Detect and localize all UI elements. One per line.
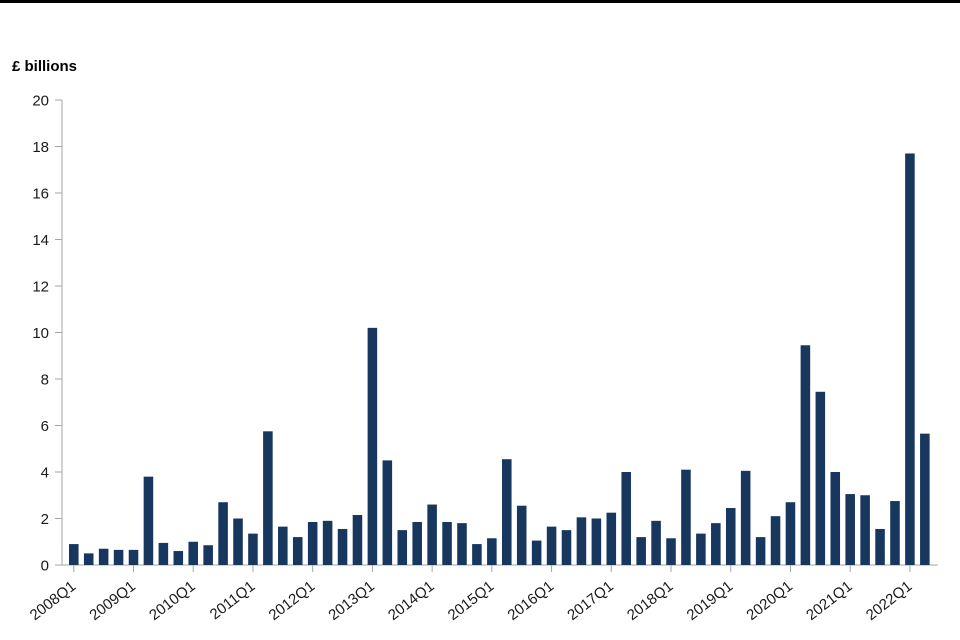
bar-2012Q1 xyxy=(307,521,318,565)
bar-2010Q2 xyxy=(203,545,213,565)
bar-2022Q1 xyxy=(905,153,915,565)
bar-2020Q2 xyxy=(800,345,811,565)
bar-2015Q3 xyxy=(516,505,527,565)
bar-2016Q2 xyxy=(561,530,572,565)
bar-2009Q3 xyxy=(158,542,169,565)
bar-2014Q2 xyxy=(442,521,452,565)
x-tick-label: 2010Q1 xyxy=(146,578,199,624)
x-tick-label: 2016Q1 xyxy=(504,578,557,624)
bar-2017Q4 xyxy=(651,520,661,565)
bar-2018Q4 xyxy=(711,523,721,565)
bar-2016Q1 xyxy=(546,526,557,565)
bar-2022Q2 xyxy=(920,433,930,565)
top-border xyxy=(0,0,960,3)
bar-2017Q3 xyxy=(636,537,646,565)
bar-2010Q4 xyxy=(233,518,243,565)
y-tick-label: 4 xyxy=(41,465,49,482)
bar-2012Q4 xyxy=(352,515,363,565)
x-tick-label: 2022Q1 xyxy=(863,578,916,624)
bar-2018Q3 xyxy=(696,533,706,565)
bar-2015Q2 xyxy=(502,459,512,565)
bar-2013Q1 xyxy=(367,327,378,565)
x-tick-label: 2015Q1 xyxy=(445,578,498,624)
y-tick-label: 2 xyxy=(41,511,49,528)
x-tick-label: 2021Q1 xyxy=(803,578,856,624)
bar-2017Q1 xyxy=(606,512,617,565)
y-tick-label: 14 xyxy=(32,232,49,249)
bar-2011Q2 xyxy=(263,431,273,565)
bar-2019Q4 xyxy=(770,516,781,565)
bar-2008Q3 xyxy=(98,548,109,565)
bar-2019Q1 xyxy=(725,508,736,565)
bar-2012Q3 xyxy=(337,528,348,565)
bar-2021Q3 xyxy=(875,528,885,565)
y-tick-label: 18 xyxy=(32,139,49,156)
bar-2021Q4 xyxy=(890,501,900,565)
x-tick-label: 2018Q1 xyxy=(624,578,677,624)
x-tick-label: 2009Q1 xyxy=(86,578,139,624)
y-tick-label: 20 xyxy=(32,93,49,110)
bar-2011Q3 xyxy=(278,526,288,565)
bar-2013Q2 xyxy=(382,460,393,565)
bar-2011Q4 xyxy=(292,537,303,565)
bar-2020Q4 xyxy=(830,472,841,565)
bar-2009Q1 xyxy=(128,549,139,565)
bar-2013Q4 xyxy=(412,521,422,565)
bar-2008Q2 xyxy=(83,553,94,565)
bar-2020Q3 xyxy=(815,391,826,565)
y-tick-label: 16 xyxy=(32,186,49,203)
bar-2015Q4 xyxy=(531,540,542,565)
y-tick-label: 10 xyxy=(32,325,49,342)
bar-2016Q3 xyxy=(576,517,587,565)
bar-2020Q1 xyxy=(785,502,796,565)
x-tick-label: 2017Q1 xyxy=(564,578,617,624)
bar-2014Q3 xyxy=(457,523,467,565)
x-tick-label: 2020Q1 xyxy=(743,578,796,624)
x-tick-label: 2008Q1 xyxy=(27,578,80,624)
bar-2016Q4 xyxy=(591,518,602,565)
bar-2013Q3 xyxy=(397,530,408,565)
x-tick-label: 2013Q1 xyxy=(325,578,378,624)
y-tick-label: 0 xyxy=(41,558,49,575)
bar-2021Q1 xyxy=(845,494,855,565)
bar-2019Q2 xyxy=(740,470,751,565)
y-tick-label: 8 xyxy=(41,372,49,389)
bar-2010Q1 xyxy=(188,541,199,565)
x-tick-label: 2012Q1 xyxy=(266,578,319,624)
bar-2017Q2 xyxy=(621,472,632,565)
bar-2010Q3 xyxy=(218,502,228,565)
bar-2018Q1 xyxy=(666,538,676,565)
bar-2011Q1 xyxy=(248,533,258,565)
y-tick-label: 12 xyxy=(32,279,49,296)
bar-2009Q2 xyxy=(143,476,154,565)
bar-2012Q2 xyxy=(322,520,333,565)
bar-2015Q1 xyxy=(487,538,497,565)
bar-2014Q4 xyxy=(472,544,482,565)
bar-2021Q2 xyxy=(860,495,870,565)
bar-2008Q4 xyxy=(113,549,124,565)
x-tick-label: 2011Q1 xyxy=(207,578,259,624)
y-tick-label: 6 xyxy=(41,418,49,435)
bar-2014Q1 xyxy=(427,504,437,565)
bar-2018Q2 xyxy=(681,469,691,565)
bar-2009Q4 xyxy=(173,551,184,565)
x-tick-label: 2019Q1 xyxy=(684,578,737,624)
x-tick-label: 2014Q1 xyxy=(385,578,438,624)
y-axis-title: £ billions xyxy=(12,58,78,75)
bar-2019Q3 xyxy=(755,537,766,565)
bar-2008Q1 xyxy=(69,544,79,565)
